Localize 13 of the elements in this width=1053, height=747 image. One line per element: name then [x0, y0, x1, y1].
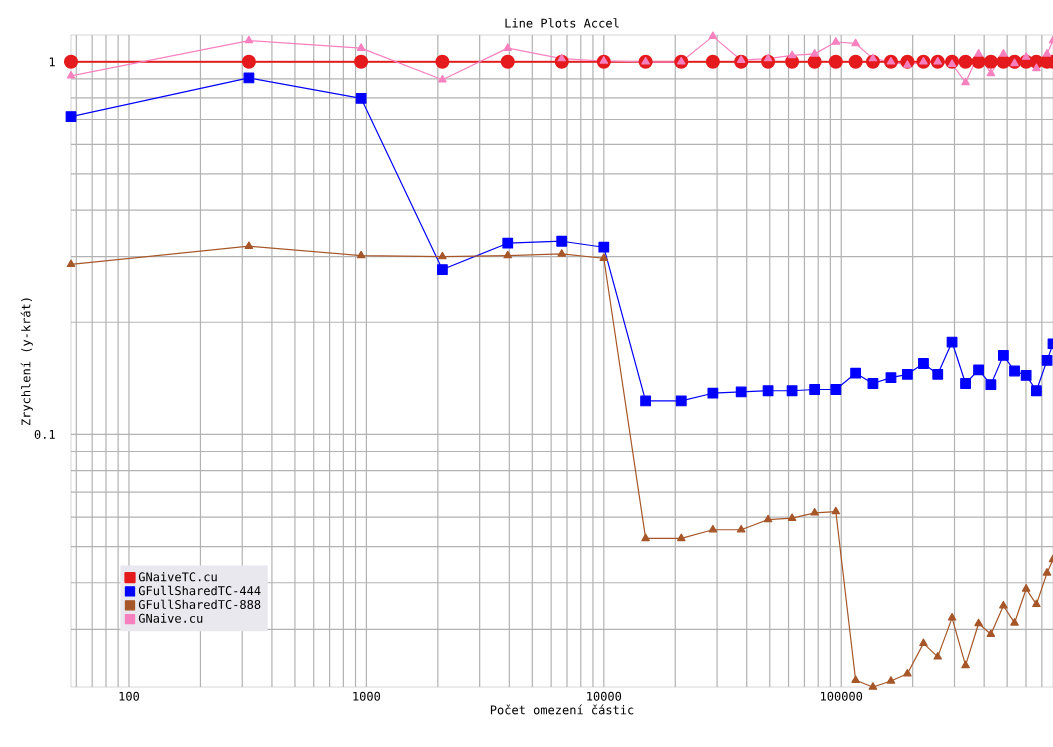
legend-label: GNaive.cu [138, 613, 203, 623]
y-axis-title: Zrychlení (y-krát) [20, 298, 33, 426]
x-tick-label: 10000 [587, 691, 622, 701]
y-tick-label: 0.1 [34, 429, 55, 439]
chart-title: Line Plots Accel [505, 18, 619, 28]
legend-label: GNaiveTC.cu [138, 572, 217, 582]
y-tick-label: 1 [49, 57, 55, 67]
legend-label: GFullSharedTC-888 [138, 599, 261, 610]
x-tick-label: 1000 [353, 691, 381, 701]
x-tick-label: 100000 [820, 691, 863, 701]
x-tick-label: 100 [119, 691, 140, 701]
legend-label: GFullSharedTC-444 [138, 585, 261, 596]
x-axis-title: Počet omezení částic [490, 704, 634, 715]
